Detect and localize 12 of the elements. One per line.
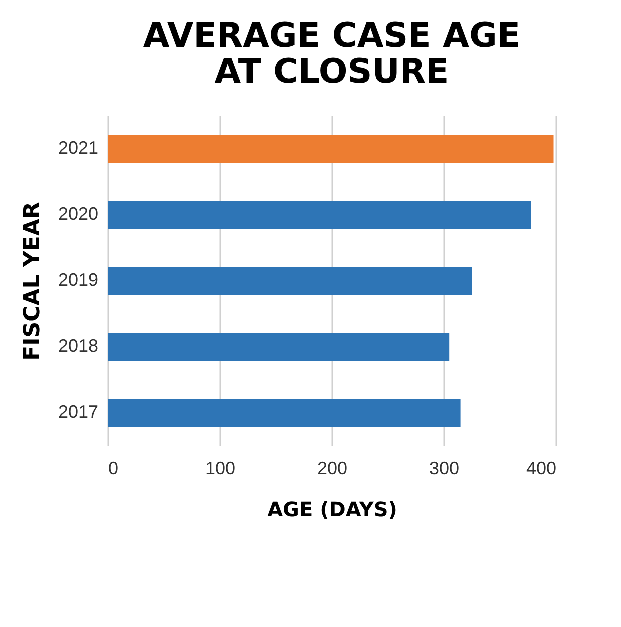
y-tick-label: 2019 [58, 270, 98, 290]
y-tick-label: 2020 [58, 204, 98, 224]
x-tick-label: 100 [205, 458, 236, 478]
x-tick-label: 300 [429, 458, 460, 478]
y-tick-label: 2018 [58, 336, 98, 356]
y-axis-title: FISCAL YEAR [20, 202, 46, 361]
x-tick-label: 400 [526, 458, 556, 478]
y-tick-label: 2017 [58, 402, 98, 422]
y-tick-label: 2021 [58, 138, 98, 158]
x-axis-title: AGE (DAYS) [268, 498, 398, 522]
x-tick-label: 0 [108, 458, 119, 478]
x-tick-label: 200 [317, 458, 348, 478]
